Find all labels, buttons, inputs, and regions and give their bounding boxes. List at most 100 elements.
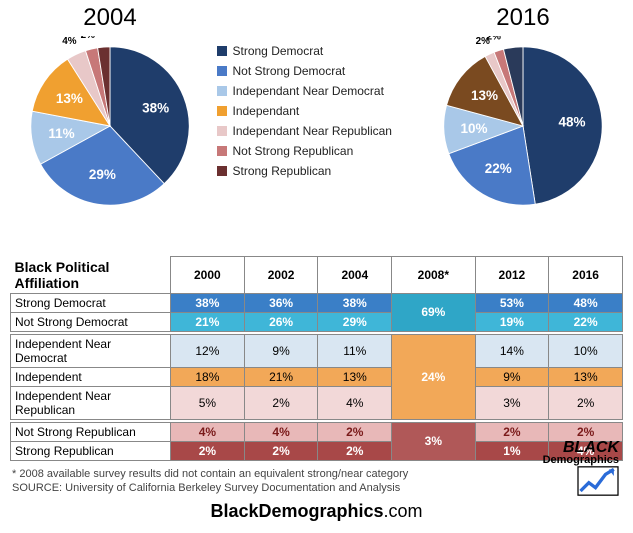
table-cell: 4% [318,386,392,419]
table-cell: 9% [244,334,318,367]
table-cell: 5% [171,386,245,419]
site-name: BlackDemographics [210,501,383,521]
legend-swatch [217,126,227,136]
table-cell: 36% [244,293,318,312]
table-cell: 2% [244,441,318,460]
pie-2004-block: 2004 38%29%11%13%4%2%2% [10,4,210,250]
pie-slice-label: 10% [460,121,487,136]
table-cell: 2% [244,386,318,419]
table-row: Strong Republican2%2%2%1%4% [11,441,623,460]
pie-slice-label: 4% [62,36,76,47]
table-cell: 21% [244,367,318,386]
table-cell: 2% [475,422,549,441]
table-cell: 3% [392,422,475,460]
table-cell: 3% [475,386,549,419]
pie-2004-title: 2004 [10,4,210,32]
table-cell: 11% [318,334,392,367]
legend-label: Not Strong Democrat [233,64,346,78]
table-cell: 19% [475,312,549,331]
pie-slice-label: 29% [89,167,116,182]
table-cell: 2% [549,386,623,419]
table-cell: 1% [475,441,549,460]
table-row-label: Not Strong Republican [11,422,171,441]
table-cell: 4% [244,422,318,441]
legend-label: Independant Near Democrat [233,84,384,98]
footnote-line2: SOURCE: University of California Berkele… [12,481,621,495]
legend: Strong Democrat Not Strong Democrat Indepe… [217,44,417,250]
legend-item: Independant Near Democrat [217,84,417,98]
legend-item: Strong Republican [217,164,417,178]
table-row: Strong Democrat38%36%38%69%53%48% [11,293,623,312]
table-row: Independent Near Republican5%2%4%3%2% [11,386,623,419]
table-cell: 2% [318,441,392,460]
table-row: Not Strong Republican4%4%2%3%2%2% [11,422,623,441]
table-cell: 14% [475,334,549,367]
legend-item: Not Strong Democrat [217,64,417,78]
table-cell: 9% [475,367,549,386]
legend-label: Independant [233,104,300,118]
legend-swatch [217,86,227,96]
legend-item: Strong Democrat [217,44,417,58]
legend-label: Strong Republican [233,164,332,178]
table-cell: 2% [318,422,392,441]
table-row-label: Independent [11,367,171,386]
pie-slice-label: 2% [487,36,501,43]
table-cell: 2% [549,422,623,441]
table-row-label: Strong Democrat [11,293,171,312]
affiliation-table: Black Political Affiliation2000200220042… [10,256,623,461]
table-col-header: 2012 [475,257,549,294]
legend-label: Strong Democrat [233,44,324,58]
logo-bottom: Demographics [543,456,619,466]
table-title: Black Political Affiliation [11,257,171,294]
table-cell: 10% [549,334,623,367]
legend-item: Not Strong Republican [217,144,417,158]
table-cell: 21% [171,312,245,331]
table-cell: 38% [171,293,245,312]
pie-2016-title: 2016 [423,4,623,32]
legend-item: Independant Near Republican [217,124,417,138]
pie-2004: 38%29%11%13%4%2%2% [20,36,200,216]
pie-slice-label: 11% [48,126,74,141]
table-wrap: Black Political Affiliation2000200220042… [0,256,633,461]
table-cell: 22% [549,312,623,331]
pie-2016-block: 2016 48%22%10%13%2%2%4% [423,4,623,250]
table-cell: 18% [171,367,245,386]
table-cell: 53% [475,293,549,312]
site-link[interactable]: BlackDemographics.com [0,501,633,522]
pie-slice-label: 2% [95,36,109,38]
table-cell: 29% [318,312,392,331]
table-col-header: 2002 [244,257,318,294]
legend-swatch [217,146,227,156]
pie-2016: 48%22%10%13%2%2%4% [433,36,613,216]
table-row: Not Strong Democrat21%26%29% 19%22% [11,312,623,331]
legend-label: Not Strong Republican [233,144,354,158]
table-cell: 48% [549,293,623,312]
table-cell: 13% [318,367,392,386]
site-suffix: .com [384,501,423,521]
legend-swatch [217,66,227,76]
table-cell: 12% [171,334,245,367]
table-cell: 26% [244,312,318,331]
legend-swatch [217,106,227,116]
legend-label: Independant Near Republican [233,124,392,138]
table-row-label: Independent Near Democrat [11,334,171,367]
table-col-header: 2008* [392,257,475,294]
table-row-label: Strong Republican [11,441,171,460]
charts-row: 2004 38%29%11%13%4%2%2% Strong DemocratN… [0,0,633,250]
logo-chart-icon [577,466,619,496]
table-cell: 38% [318,293,392,312]
table-col-header: 2000 [171,257,245,294]
pie-slice-label: 48% [558,115,585,130]
table-row-label: Independent Near Republican [11,386,171,419]
pie-slice-label: 13% [471,88,498,103]
footnotes: * 2008 available survey results did not … [0,461,633,496]
brand-logo: BLACK Demographics [543,441,619,499]
legend-swatch [217,166,227,176]
table-col-header: 2016 [549,257,623,294]
legend-item: Independant [217,104,417,118]
legend-swatch [217,46,227,56]
table-cell: 4% [171,422,245,441]
table-cell: 13% [549,367,623,386]
table-row-label: Not Strong Democrat [11,312,171,331]
pie-slice-label: 13% [56,91,83,106]
